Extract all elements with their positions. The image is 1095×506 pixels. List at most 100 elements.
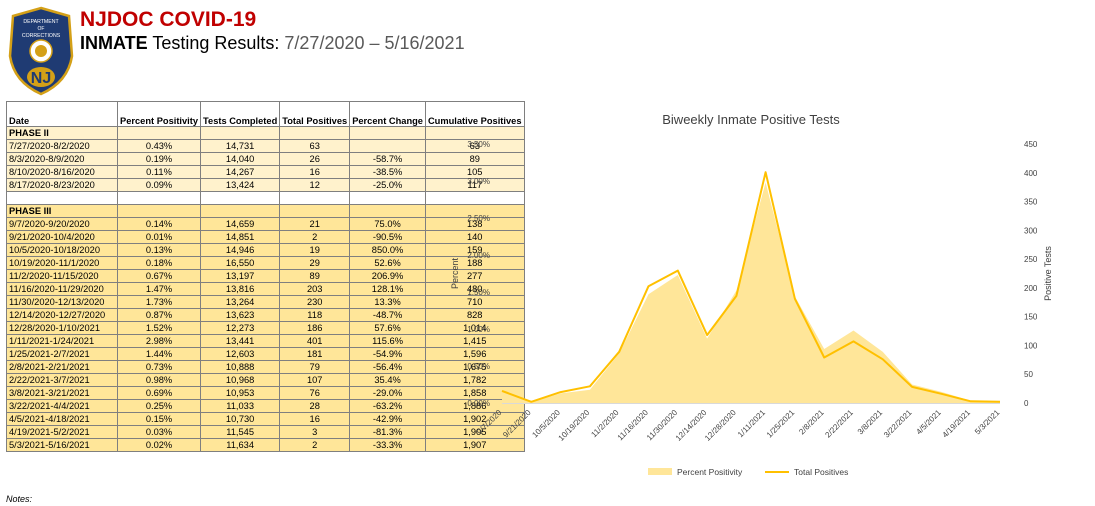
table-cell: 1/25/2021-2/7/2021 (6, 346, 118, 361)
table-cell: 0.87% (116, 307, 202, 322)
table-cell: 1.44% (116, 346, 202, 361)
table-cell (200, 191, 281, 205)
table-cell: 128.1% (349, 281, 426, 296)
table-cell: 2/8/2021-2/21/2021 (6, 359, 118, 374)
table-cell: 0.25% (116, 398, 202, 413)
table-cell: 0.19% (116, 152, 202, 166)
testing-results-table: Date Percent Positivity Tests Completed … (6, 101, 525, 452)
table-row: 8/10/2020-8/16/2020 0.11% 14,267 16 -38.5% 10… (6, 165, 525, 179)
table-cell: 14,040 (200, 152, 281, 166)
y2-tick-label: 50 (1024, 370, 1033, 379)
table-cell: 12 (279, 178, 351, 192)
nj-badge (27, 67, 55, 87)
table-cell: 0.14% (116, 216, 202, 231)
table-cell: 2/22/2021-3/7/2021 (6, 372, 118, 387)
table-cell (349, 126, 426, 140)
table-cell (279, 191, 351, 205)
table-cell: 3/8/2021-3/21/2021 (6, 385, 118, 400)
table-cell: 186 (279, 320, 351, 335)
y-tick-label: 0.50% (467, 362, 490, 371)
table-cell: 89 (424, 152, 525, 166)
table-cell: 13,197 (200, 268, 281, 283)
table-cell: -54.9% (349, 346, 426, 361)
table-row: 12/14/2020-12/27/2020 0.87% 13,623 118 -48.7… (6, 307, 525, 322)
x-tick-label: 12/28/2020 (703, 408, 738, 443)
table-cell: 1,902 (424, 411, 525, 426)
y-tick-label: 3.00% (467, 177, 490, 186)
logo-text-top: DEPARTMENT (23, 19, 59, 25)
y-tick-label: 2.50% (467, 214, 490, 223)
table-cell: 35.4% (349, 372, 426, 387)
table-cell: 19 (279, 242, 351, 257)
table-cell (279, 203, 351, 218)
table-cell: 117 (424, 178, 525, 192)
table-row: 9/7/2020-9/20/2020 0.14% 14,659 21 75.0% 138 (6, 216, 525, 231)
table-cell: 75.0% (349, 216, 426, 231)
table-cell: 138 (424, 216, 525, 231)
table-cell: 7/27/2020-8/2/2020 (6, 139, 118, 153)
y-tick-label: 1.50% (467, 288, 490, 297)
table-cell: 140 (424, 229, 525, 244)
col-header-percent-change: Percent Change (349, 101, 426, 127)
table-cell: 89 (279, 268, 351, 283)
table-cell: 9/21/2020-10/4/2020 (6, 229, 118, 244)
table-phase-row: PHASE III (6, 203, 525, 218)
table-cell (424, 203, 525, 218)
x-tick-label: 10/19/2020 (557, 408, 592, 443)
table-cell: 4/5/2021-4/18/2021 (6, 411, 118, 426)
y-tick-label: 1.00% (467, 325, 490, 334)
table-row: 10/19/2020-11/1/2020 0.18% 16,550 29 52.6% 18… (6, 255, 525, 270)
table-cell: 11/30/2020-12/13/2020 (6, 294, 118, 309)
table-cell: 63 (279, 139, 351, 153)
table-cell: 10,953 (200, 385, 281, 400)
table-cell: 12/14/2020-12/27/2020 (6, 307, 118, 322)
table-cell: -25.0% (349, 178, 426, 192)
table-cell: 0.09% (116, 178, 202, 192)
table-row: 3/8/2021-3/21/2021 0.69% 10,953 76 -29.0% 1,8… (6, 385, 525, 400)
table-cell: -42.9% (349, 411, 426, 426)
table-cell: 16 (279, 165, 351, 179)
table-cell: 13,623 (200, 307, 281, 322)
y2-tick-label: 450 (1024, 140, 1038, 149)
table-cell: 0.73% (116, 359, 202, 374)
logo-text-bot: CORRECTIONS (22, 33, 61, 39)
table-cell: -56.4% (349, 359, 426, 374)
table-cell: 14,267 (200, 165, 281, 179)
table-row: 4/5/2021-4/18/2021 0.15% 10,730 16 -42.9% 1,9… (6, 411, 525, 426)
y-tick-label: 3.50% (467, 140, 490, 149)
y2-tick-label: 100 (1024, 341, 1038, 350)
table-cell (349, 203, 426, 218)
table-cell: 0.02% (116, 437, 202, 452)
subtitle-regular: Testing Results: (147, 33, 285, 53)
table-cell: 11,545 (200, 424, 281, 439)
x-tick-label: 2/8/2021 (797, 408, 826, 437)
table-cell (200, 126, 281, 140)
table-cell (349, 139, 426, 153)
y-tick-label: 0.00% (467, 399, 490, 408)
table-cell: 115.6% (349, 333, 426, 348)
table-cell: 0.15% (116, 411, 202, 426)
table-cell: 11,033 (200, 398, 281, 413)
table-cell: 57.6% (349, 320, 426, 335)
table-row: 5/3/2021-5/16/2021 0.02% 11,634 2 -33.3% 1,90… (6, 437, 525, 452)
table-cell: 181 (279, 346, 351, 361)
table-cell: -58.7% (349, 152, 426, 166)
table-cell: 13,441 (200, 333, 281, 348)
table-row: 1/11/2021-1/24/2021 2.98% 13,441 401 115.6% 1… (6, 333, 525, 348)
table-cell: 1,596 (424, 346, 525, 361)
table-cell: 118 (279, 307, 351, 322)
y-tick-label: 2.00% (467, 251, 490, 260)
table-cell (116, 203, 202, 218)
table-cell: 8/10/2020-8/16/2020 (6, 165, 118, 179)
table-cell: 14,946 (200, 242, 281, 257)
table-cell: 76 (279, 385, 351, 400)
table-cell: 828 (424, 307, 525, 322)
table-cell: 0.01% (116, 229, 202, 244)
y2-tick-label: 250 (1024, 255, 1038, 264)
table-row: 9/21/2020-10/4/2020 0.01% 14,851 2 -90.5% 140 (6, 229, 525, 244)
table-cell (116, 126, 202, 140)
phase-label: PHASE III (6, 203, 118, 218)
table-cell: 0.11% (116, 165, 202, 179)
table-cell: 12,273 (200, 320, 281, 335)
x-tick-label: 9/7/2020 (475, 408, 504, 437)
